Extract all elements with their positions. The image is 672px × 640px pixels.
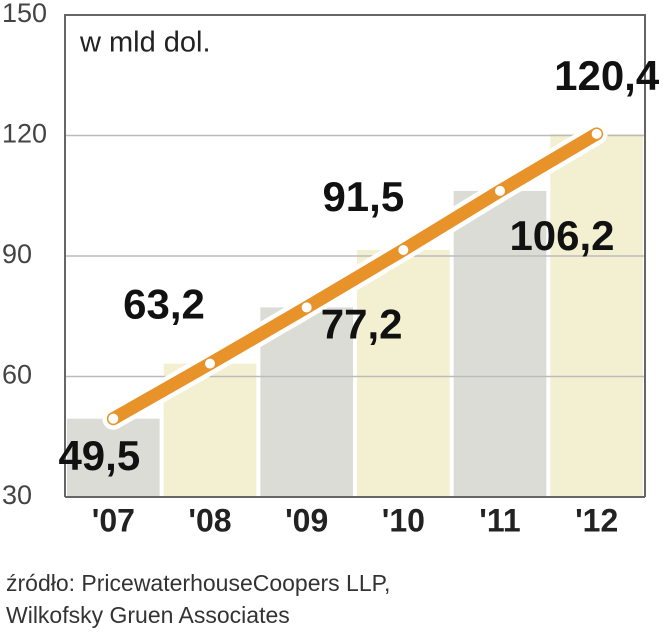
x-tick-label: '11 [479, 502, 520, 538]
x-tick-label: '12 [575, 502, 618, 538]
source-line: źródło: PricewaterhouseCoopers LLP, [6, 570, 390, 596]
x-tick-label: '10 [382, 502, 425, 538]
bar [550, 133, 643, 498]
y-tick-label: 90 [2, 239, 32, 269]
bar [357, 249, 450, 497]
bar [67, 418, 160, 497]
point [205, 358, 215, 369]
value-label: 106,2 [509, 212, 614, 259]
y-tick-label: 150 [2, 0, 47, 28]
x-tick-label: '08 [188, 502, 231, 538]
point [301, 302, 312, 313]
y-tick-label: 30 [2, 480, 32, 510]
axis-frame [64, 14, 646, 497]
value-label: 49,5 [58, 432, 140, 479]
point [398, 244, 409, 255]
unit-label: w mld dol. [79, 27, 211, 59]
value-label: 63,2 [123, 281, 205, 328]
bar [453, 190, 547, 497]
value-label: 91,5 [322, 173, 404, 220]
y-tick-label: 120 [2, 119, 47, 149]
bar [260, 307, 353, 497]
value-label: 77,2 [321, 301, 403, 348]
value-label: 120,4 [554, 52, 660, 99]
line [106, 127, 604, 426]
x-tick-label: '07 [92, 502, 135, 538]
point [108, 413, 119, 424]
point [495, 185, 505, 196]
x-tick-label: '09 [285, 502, 328, 538]
source-line: Wilkofsky Gruen Associates [6, 602, 290, 628]
point [591, 128, 602, 139]
y-tick-label: 60 [2, 360, 32, 390]
